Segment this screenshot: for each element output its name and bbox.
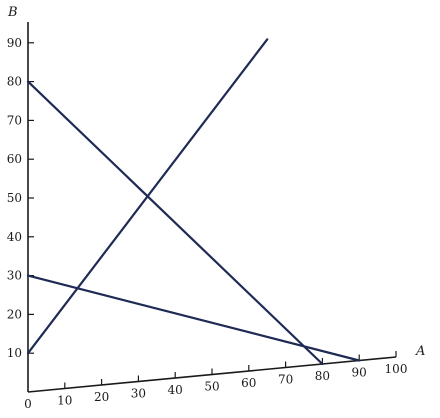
y-axis-label: B <box>7 5 18 20</box>
y-tick-label-30: 30 <box>7 269 22 283</box>
y-tick-label-50: 50 <box>7 191 22 205</box>
series-group <box>26 38 361 366</box>
x-tick-label-40: 40 <box>168 383 183 397</box>
series-line-2 <box>26 274 361 362</box>
ticks <box>28 42 397 389</box>
x-tick-label-50: 50 <box>204 380 219 394</box>
x-tick-label-90: 90 <box>352 366 367 380</box>
y-tick-label-60: 60 <box>7 152 22 166</box>
x-tick-label-20: 20 <box>94 390 109 404</box>
x-tick-label-30: 30 <box>131 387 146 401</box>
series-line-1 <box>26 80 324 366</box>
y-tick-label-40: 40 <box>7 230 22 244</box>
y-tick-label-80: 80 <box>7 75 22 89</box>
x-tick-label-70: 70 <box>278 373 293 387</box>
tick-labels: 10 20 30 40 50 60 70 80 90 0 10 20 30 40 50 60 70 80 90 100 <box>7 36 408 411</box>
y-tick-label-20: 20 <box>7 307 22 321</box>
axes <box>27 22 397 393</box>
x-tick-label-100: 100 <box>385 362 408 376</box>
series-line-3 <box>26 38 269 355</box>
x-tick-label-10: 10 <box>57 394 72 408</box>
x-tick-label-0: 0 <box>24 397 32 411</box>
x-tick-label-80: 80 <box>315 369 330 383</box>
x-tick-label-60: 60 <box>241 376 256 390</box>
y-tick-label-90: 90 <box>7 36 22 50</box>
y-tick-label-70: 70 <box>7 113 22 127</box>
y-tick-label-10: 10 <box>7 346 22 360</box>
x-axis-label: A <box>415 344 425 359</box>
